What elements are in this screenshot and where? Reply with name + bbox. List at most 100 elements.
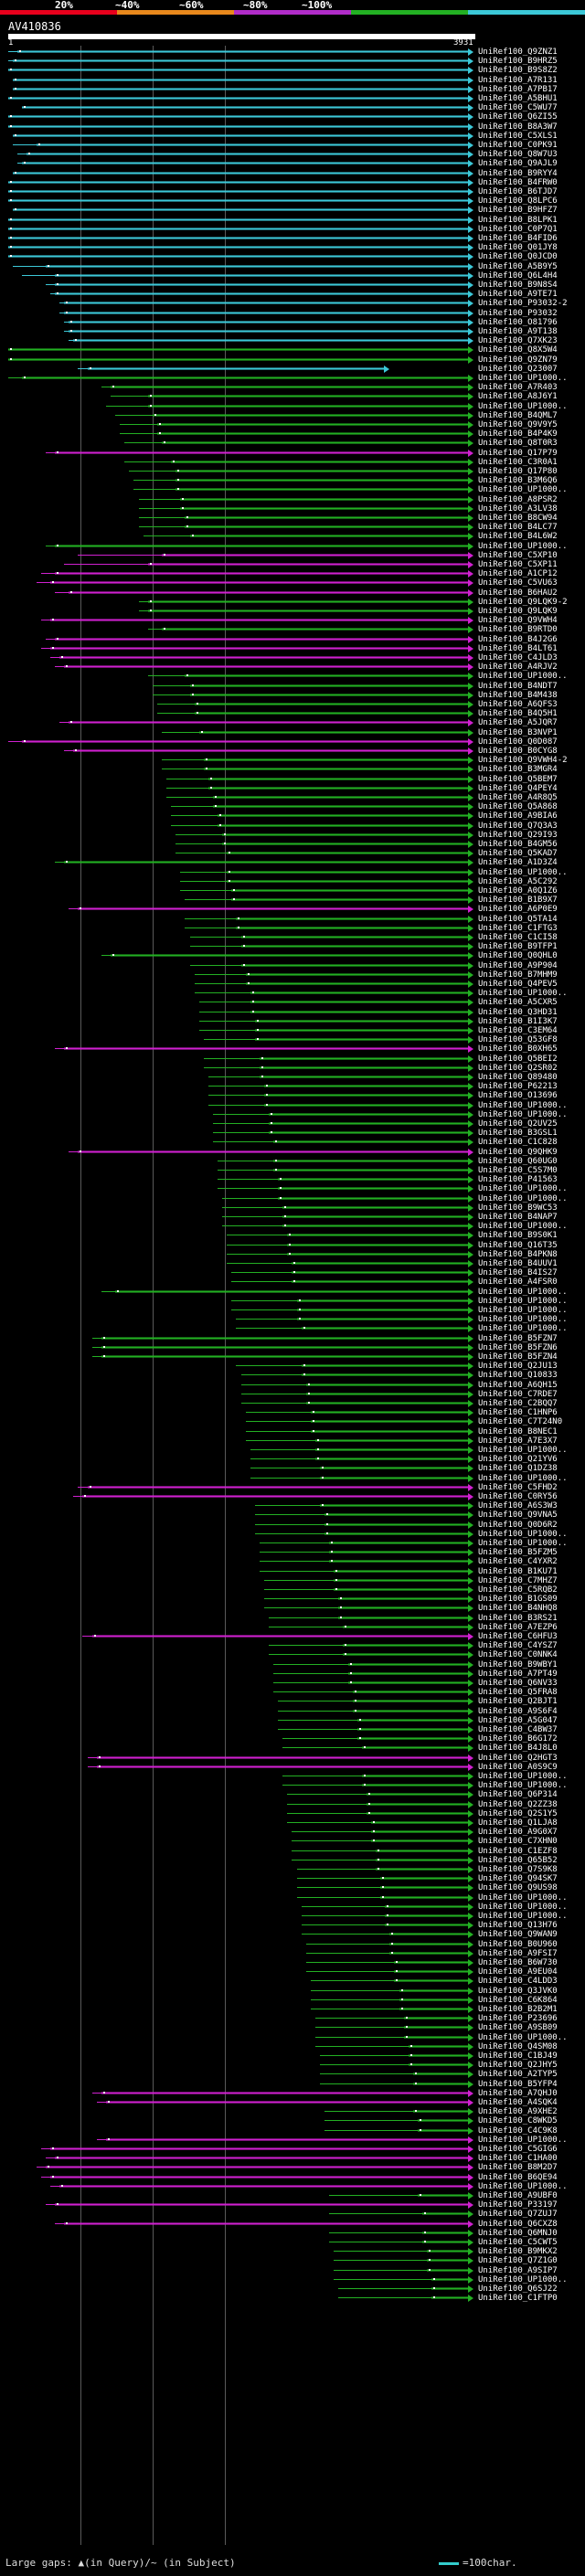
hit-label[interactable]: UniRef100_C4JLD3 — [478, 653, 558, 663]
hit-label[interactable]: UniRef100_Q60UG0 — [478, 1156, 558, 1166]
hit-row[interactable]: UniRef100_Q6P314 — [0, 1790, 585, 1799]
hit-label[interactable]: UniRef100_Q9AJL9 — [478, 159, 558, 169]
hit-row[interactable]: UniRef100_A6QFS3 — [0, 700, 585, 709]
hit-label[interactable]: UniRef100_A3LV38 — [478, 504, 558, 514]
hit-label[interactable]: UniRef100_Q2JU13 — [478, 1362, 558, 1372]
hit-row[interactable]: UniRef100_UP1000.. — [0, 2033, 585, 2042]
hit-label[interactable]: UniRef100_B4LC77 — [478, 523, 558, 533]
hit-label[interactable]: UniRef100_B9S8Z2 — [478, 66, 558, 76]
hit-label[interactable]: UniRef100_Q0QHL0 — [478, 951, 558, 961]
hit-label[interactable]: UniRef100_A7QHJ0 — [478, 2088, 558, 2098]
hit-row[interactable]: UniRef100_Q5TA14 — [0, 915, 585, 924]
hit-label[interactable]: UniRef100_B2B2M1 — [478, 2005, 558, 2014]
hit-row[interactable]: UniRef100_Q8LPC6 — [0, 196, 585, 206]
hit-label[interactable]: UniRef100_UP1000.. — [478, 2274, 568, 2284]
hit-label[interactable]: UniRef100_B9WBY1 — [478, 1659, 558, 1670]
hit-label[interactable]: UniRef100_B5FZN6 — [478, 1342, 558, 1352]
hit-label[interactable]: UniRef100_C4C9K8 — [478, 2125, 558, 2136]
hit-row[interactable]: UniRef100_A9EU04 — [0, 1967, 585, 1977]
hit-label[interactable]: UniRef100_UP1000.. — [478, 1109, 568, 1119]
hit-label[interactable]: UniRef100_Q5FRA8 — [478, 1688, 558, 1698]
hit-label[interactable]: UniRef100_C4LDD3 — [478, 1977, 558, 1987]
hit-label[interactable]: UniRef100_Q8LPC6 — [478, 196, 558, 207]
hit-label[interactable]: UniRef100_A8J6Y1 — [478, 392, 558, 402]
hit-row[interactable]: UniRef100_Q5FRA8 — [0, 1688, 585, 1697]
hit-label[interactable]: UniRef100_UP1000.. — [478, 1529, 568, 1539]
hit-row[interactable]: UniRef100_C1CI58 — [0, 933, 585, 942]
hit-label[interactable]: UniRef100_Q9VNA5 — [478, 1511, 558, 1521]
hit-label[interactable]: UniRef100_A2TYP5 — [478, 2070, 558, 2080]
hit-label[interactable]: UniRef100_B3MGR4 — [478, 765, 558, 775]
hit-row[interactable]: UniRef100_B4NAP7 — [0, 1213, 585, 1222]
hit-label[interactable]: UniRef100_A9UBF0 — [478, 2191, 558, 2200]
hit-label[interactable]: UniRef100_Q10833 — [478, 1371, 558, 1381]
hit-row[interactable]: UniRef100_A9SB09 — [0, 2023, 585, 2032]
hit-row[interactable]: UniRef100_UP1000.. — [0, 1530, 585, 1539]
hit-label[interactable]: UniRef100_Q1DZ38 — [478, 1464, 558, 1474]
hit-row[interactable]: UniRef100_C5XLS1 — [0, 132, 585, 141]
hit-label[interactable]: UniRef100_B4NDT7 — [478, 681, 558, 691]
hit-row[interactable]: UniRef100_B4NDT7 — [0, 682, 585, 691]
hit-label[interactable]: UniRef100_Q9US98 — [478, 1883, 558, 1893]
hit-label[interactable]: UniRef100_C3R0A1 — [478, 457, 558, 467]
hit-row[interactable]: UniRef100_C7RDE7 — [0, 1390, 585, 1399]
hit-label[interactable]: UniRef100_A9SB09 — [478, 2023, 558, 2033]
hit-row[interactable]: UniRef100_C1HNP6 — [0, 1408, 585, 1417]
hit-label[interactable]: UniRef100_C4BW37 — [478, 1725, 558, 1734]
hit-label[interactable]: UniRef100_UP1000.. — [478, 1772, 568, 1781]
hit-row[interactable]: UniRef100_Q2UV25 — [0, 1119, 585, 1129]
hit-row[interactable]: UniRef100_B5FZM5 — [0, 1548, 585, 1557]
hit-label[interactable]: UniRef100_Q2SR02 — [478, 1063, 558, 1073]
hit-label[interactable]: UniRef100_B5FZM5 — [478, 1548, 558, 1558]
hit-label[interactable]: UniRef100_C1FTG3 — [478, 923, 558, 933]
hit-row[interactable]: UniRef100_UP1000.. — [0, 1446, 585, 1455]
hit-row[interactable]: UniRef100_UP1000.. — [0, 1315, 585, 1324]
hit-row[interactable]: UniRef100_Q9QHK9 — [0, 1148, 585, 1157]
hit-label[interactable]: UniRef100_Q16T35 — [478, 1240, 558, 1250]
hit-label[interactable]: UniRef100_C7MHZ7 — [478, 1575, 558, 1585]
hit-label[interactable]: UniRef100_C4YSZ7 — [478, 1641, 558, 1651]
hit-row[interactable]: UniRef100_Q6ZI55 — [0, 112, 585, 122]
hit-label[interactable]: UniRef100_B5FZN4 — [478, 1352, 558, 1362]
hit-row[interactable]: UniRef100_C6HFU3 — [0, 1632, 585, 1641]
hit-row[interactable]: UniRef100_Q0QHL0 — [0, 951, 585, 960]
hit-row[interactable]: UniRef100_C0P7Q1 — [0, 225, 585, 234]
hit-label[interactable]: UniRef100_Q17P80 — [478, 467, 558, 476]
hit-row[interactable]: UniRef100_Q2JU13 — [0, 1362, 585, 1371]
hit-label[interactable]: UniRef100_Q9WAN9 — [478, 1930, 558, 1940]
hit-row[interactable]: UniRef100_C1C828 — [0, 1138, 585, 1147]
hit-row[interactable]: UniRef100_Q94SK7 — [0, 1874, 585, 1883]
hit-row[interactable]: UniRef100_B8A3W7 — [0, 122, 585, 132]
hit-row[interactable]: UniRef100_C5XP10 — [0, 551, 585, 560]
hit-label[interactable]: UniRef100_UP1000.. — [478, 1324, 568, 1334]
hit-label[interactable]: UniRef100_Q9V9Y5 — [478, 420, 558, 429]
hit-row[interactable]: UniRef100_C3R0A1 — [0, 458, 585, 467]
hit-label[interactable]: UniRef100_A7PB17 — [478, 84, 558, 94]
hit-row[interactable]: UniRef100_Q7ZUJ7 — [0, 2210, 585, 2219]
hit-row[interactable]: UniRef100_UP1000.. — [0, 672, 585, 681]
hit-row[interactable]: UniRef100_C7XHN0 — [0, 1837, 585, 1846]
hit-label[interactable]: UniRef100_C0P7Q1 — [478, 224, 558, 234]
hit-label[interactable]: UniRef100_UP1000.. — [478, 485, 568, 495]
hit-row[interactable]: UniRef100_A8J6Y1 — [0, 392, 585, 401]
hit-row[interactable]: UniRef100_P33197 — [0, 2200, 585, 2210]
hit-row[interactable]: UniRef100_C4JLD3 — [0, 653, 585, 663]
hit-row[interactable]: UniRef100_Q4PEY4 — [0, 784, 585, 793]
hit-label[interactable]: UniRef100_Q9ZN79 — [478, 355, 558, 365]
hit-row[interactable]: UniRef100_B3M6Q6 — [0, 476, 585, 485]
hit-row[interactable]: UniRef100_Q9ZNZ1 — [0, 48, 585, 57]
hit-label[interactable]: UniRef100_Q21YV6 — [478, 1455, 558, 1465]
hit-row[interactable]: UniRef100_B9S8Z2 — [0, 66, 585, 75]
hit-row[interactable]: UniRef100_B0U960 — [0, 1940, 585, 1949]
hit-row[interactable]: UniRef100_A7PT49 — [0, 1670, 585, 1679]
hit-label[interactable]: UniRef100_B4FRW0 — [478, 177, 558, 187]
hit-row[interactable]: UniRef100_UP1000.. — [0, 1222, 585, 1231]
hit-label[interactable]: UniRef100_UP1000.. — [478, 1473, 568, 1483]
hit-row[interactable]: UniRef100_C4YSZ7 — [0, 1641, 585, 1650]
hit-row[interactable]: UniRef100_C3EM64 — [0, 1026, 585, 1035]
hit-label[interactable]: UniRef100_UP1000.. — [478, 1315, 568, 1325]
hit-label[interactable]: UniRef100_B9HFZ7 — [478, 206, 558, 216]
hit-label[interactable]: UniRef100_B8LPK1 — [478, 215, 558, 225]
hit-row[interactable]: UniRef100_B4FID6 — [0, 234, 585, 243]
hit-label[interactable]: UniRef100_B4Q5H1 — [478, 709, 558, 719]
